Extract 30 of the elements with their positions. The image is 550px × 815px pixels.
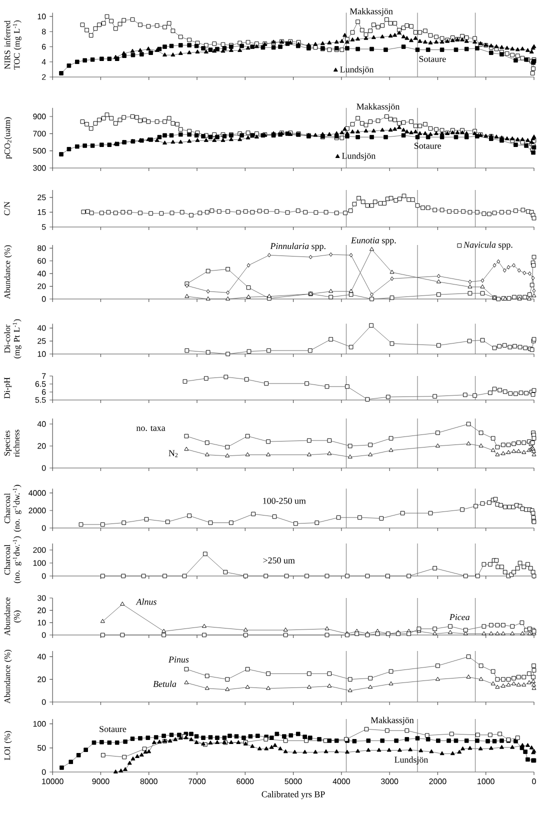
series-label: Makkassjön	[356, 103, 400, 112]
series-label: Alnus	[136, 598, 156, 605]
annotation: 100-250 um	[263, 498, 306, 504]
series-label: Betula	[153, 680, 176, 688]
y-axis-title: Abundance (%)	[4, 245, 12, 299]
legend-label: Lundsjön	[342, 152, 376, 161]
y-axis-title: pCO$_{2}$(uatm)	[4, 117, 12, 159]
legend-label: Navicula spp.	[464, 241, 512, 250]
series-label: Pinus	[168, 656, 189, 663]
series-label: Pinnularia spp.	[270, 242, 326, 251]
series-label: Lundsjön	[394, 756, 428, 765]
annotation: >250 um	[263, 557, 295, 564]
series-label: Sotaure	[100, 726, 126, 732]
series-label: Eunotia spp.	[350, 237, 396, 246]
series-label: Makkassjön	[370, 716, 414, 725]
y-axis-title: Di-pH	[4, 377, 12, 399]
y-axis-title: Di-color (mg Pt L$^{-1}$)	[4, 319, 22, 358]
y-axis-title: LOI (%)	[4, 731, 12, 760]
y-axis-title: Species richness	[4, 430, 20, 457]
series-label: Sotaure	[419, 56, 446, 62]
series-label: Sotaure	[414, 142, 441, 149]
x-axis-title: Calibrated yrs BP	[262, 791, 325, 800]
y-axis-title: Abundance (%)	[4, 650, 12, 704]
series-label: Makkassjön	[350, 8, 393, 16]
y-axis-title: C/N	[4, 202, 10, 216]
y-axis-title: Abundance (%)	[4, 598, 22, 636]
legend-label: Lundsjön	[340, 66, 374, 74]
series-label: Picea	[449, 614, 470, 620]
text: no. taxa	[136, 426, 166, 431]
series-label: N$_{2}$	[168, 450, 178, 458]
